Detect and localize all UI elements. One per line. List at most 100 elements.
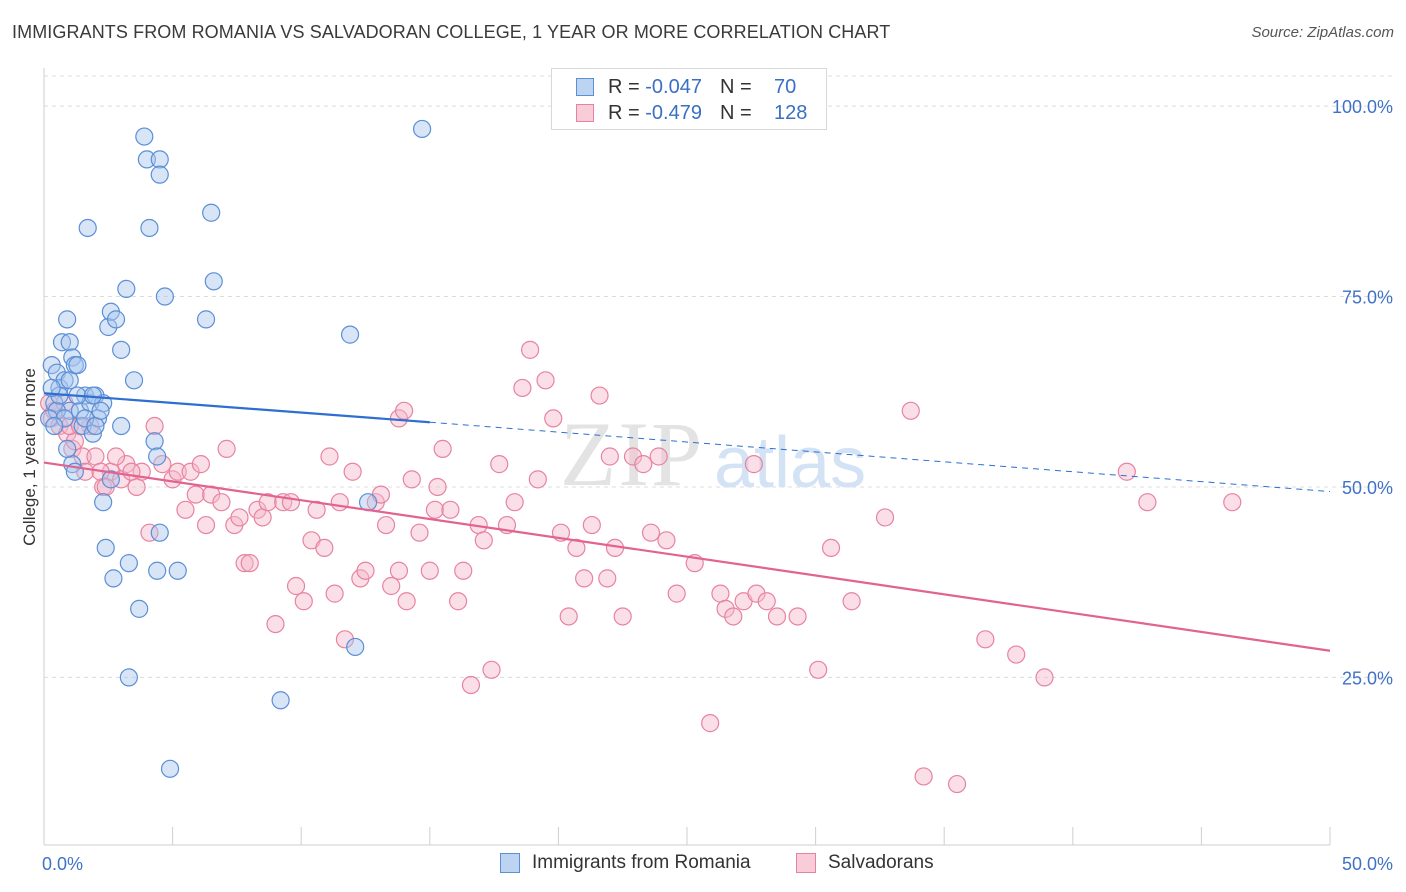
series-legend-romania[interactable]: Immigrants from Romania: [500, 852, 751, 874]
salvadoran-point: [441, 500, 460, 519]
romania-trend-line: [43, 392, 430, 424]
romania-point: [106, 310, 126, 329]
salvadoran-point: [947, 774, 967, 794]
romania-point: [124, 371, 144, 390]
salvadoran-point: [394, 401, 414, 420]
romania-point: [91, 401, 110, 420]
correlation-legend: R = -0.047 N = 70 R = -0.479 N = 128: [551, 68, 827, 130]
salvadoran-point: [821, 538, 841, 558]
romania-point: [76, 409, 95, 428]
salvadoran-point: [724, 607, 743, 626]
salvadoran-point: [106, 447, 126, 466]
salvadoran-point: [809, 660, 828, 679]
salvadoran-point: [747, 584, 766, 603]
salvadoran-point: [649, 447, 668, 466]
salvadoran-point: [181, 462, 200, 481]
legend-n-label: N =: [720, 75, 752, 98]
salvadoran-point: [744, 455, 763, 474]
romania-point: [340, 325, 360, 344]
salvadoran-point: [433, 439, 452, 458]
salvadoran-point: [356, 561, 375, 580]
salvadoran-point: [382, 576, 401, 596]
salvadoran-point: [575, 569, 594, 588]
series-label-salvadoran: Salvadorans: [828, 852, 934, 873]
series-label-romania: Immigrants from Romania: [532, 852, 751, 873]
romania-point: [168, 561, 187, 580]
romania-point: [271, 691, 290, 710]
salvadoran-point: [389, 561, 409, 580]
romania-point: [204, 272, 223, 291]
watermark: ZIP atlas: [560, 403, 866, 505]
salvadoran-point: [73, 447, 92, 466]
y-tick-label: 50.0%: [1342, 478, 1393, 498]
legend-swatch-salvadoran: [576, 104, 594, 122]
salvadoran-point: [842, 592, 861, 611]
romania-point: [137, 150, 156, 169]
salvadoran-point: [613, 607, 632, 626]
salvadoran-point: [528, 470, 547, 489]
salvadoran-point: [757, 592, 776, 611]
romania-point: [119, 668, 138, 687]
salvadoran-point: [186, 485, 205, 504]
romania-point: [148, 561, 167, 580]
watermark-atlas: atlas: [714, 423, 866, 503]
salvadoran-point: [513, 378, 532, 398]
salvadoran-point: [1138, 493, 1157, 512]
romania-point: [119, 554, 138, 573]
series-swatch-romania: [500, 853, 520, 873]
salvadoran-point: [1035, 668, 1054, 687]
salvadoran-point: [196, 515, 216, 535]
salvadoran-point: [536, 371, 555, 390]
salvadoran-point: [286, 576, 306, 596]
salvadoran-point: [914, 767, 933, 786]
romania-points: [40, 119, 432, 778]
romania-trend-extension: [429, 421, 1331, 493]
romania-point: [104, 569, 123, 588]
series-swatch-salvadoran: [796, 853, 816, 873]
romania-point: [78, 218, 97, 238]
legend-swatch-romania: [576, 78, 594, 96]
legend-r-label: R =: [608, 101, 640, 124]
salvadoran-point: [767, 607, 787, 626]
salvadoran-point: [901, 401, 920, 420]
salvadoran-point: [505, 493, 524, 512]
salvadoran-point: [598, 569, 617, 588]
salvadoran-point: [428, 477, 447, 497]
chart-title: IMMIGRANTS FROM ROMANIA VS SALVADORAN CO…: [12, 22, 891, 42]
salvadoran-point: [122, 462, 141, 481]
salvadoran-point: [634, 455, 653, 474]
legend-r-value: -0.047: [645, 75, 702, 98]
series-legend-salvadoran[interactable]: Salvadorans: [796, 852, 934, 874]
salvadoran-point: [145, 416, 164, 436]
romania-point: [117, 279, 136, 299]
salvadoran-trend-line: [43, 461, 1331, 652]
salvadoran-point: [307, 500, 326, 519]
romania-point: [145, 432, 164, 451]
salvadoran-point: [402, 470, 421, 489]
y-tick-label: 100.0%: [1332, 97, 1393, 117]
romania-point: [155, 287, 174, 306]
salvadoran-point: [230, 508, 249, 527]
salvadoran-point: [657, 531, 676, 550]
salvadoran-point: [454, 561, 473, 580]
salvadoran-point: [521, 340, 540, 359]
romania-point: [346, 637, 365, 657]
salvadoran-point: [320, 447, 339, 466]
legend-n-value: 70: [774, 75, 797, 98]
romania-point: [58, 439, 77, 458]
x-tick-label-min: 0.0%: [42, 854, 83, 874]
salvadoran-point: [217, 439, 236, 458]
salvadoran-point: [590, 386, 609, 405]
x-tick-label-max: 50.0%: [1342, 854, 1393, 874]
romania-point: [112, 416, 131, 436]
romania-point: [60, 333, 79, 352]
romania-point: [150, 150, 169, 169]
salvadoran-point: [1117, 462, 1136, 481]
romania-point: [160, 759, 180, 778]
salvadoran-point: [1223, 493, 1242, 512]
salvadoran-point: [711, 584, 730, 603]
salvadoran-point: [176, 500, 195, 519]
romania-point: [96, 538, 115, 558]
source-note: Source: ZipAtlas.com: [1251, 24, 1394, 41]
legend-n-label: N =: [720, 101, 752, 124]
